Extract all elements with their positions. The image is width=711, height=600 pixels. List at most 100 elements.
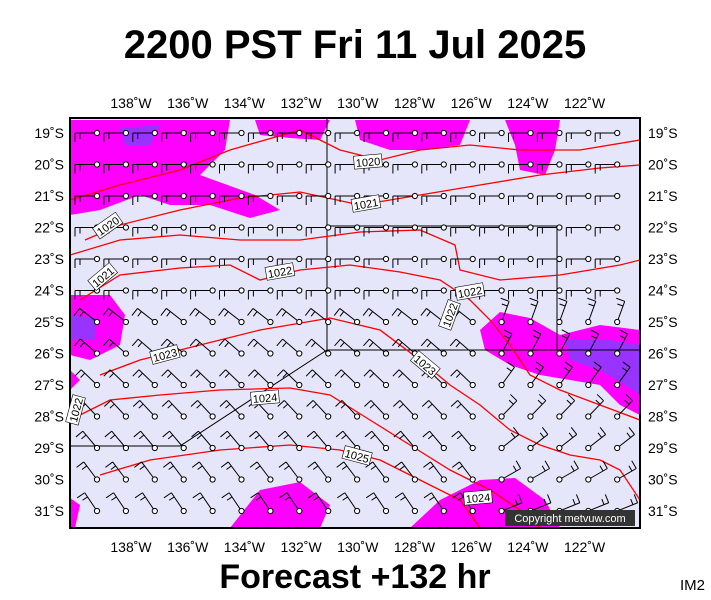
barb-station [354, 381, 361, 389]
barb-feather [161, 400, 170, 407]
graticule-labels: 138˚W 138˚W 136˚W 136˚W 134˚W 134˚W 132˚W 132˚W… [34, 95, 677, 555]
barb-feather [504, 335, 510, 339]
barb-shaft [82, 430, 98, 449]
barb-feather [219, 369, 227, 377]
barb-feather [423, 461, 431, 468]
barb-shaft [559, 434, 578, 449]
barb-station [296, 444, 303, 452]
barb-station [354, 192, 361, 200]
isobar-label-text: 1022 [267, 265, 293, 281]
isobar-label: 1024 [250, 389, 280, 406]
barb-shaft [169, 430, 185, 449]
barb-station [585, 318, 592, 326]
barb-shaft [430, 461, 445, 480]
barb-station [440, 255, 447, 263]
barb-shaft [252, 308, 271, 323]
barb-station [556, 381, 563, 389]
isobar-label-text: 1022 [457, 285, 483, 301]
barb-feather [369, 372, 375, 378]
barb-station [527, 381, 534, 389]
barb-feather [276, 308, 283, 316]
barb-shaft [311, 338, 329, 354]
barb-station [614, 318, 621, 326]
barb-station [296, 192, 303, 200]
barb-station [469, 476, 476, 483]
barb-station [527, 318, 534, 326]
barb-station [498, 507, 505, 515]
lon-label: 124˚W [507, 95, 549, 111]
barb-feather [278, 461, 287, 468]
barb-feather [337, 492, 346, 499]
barb-station [614, 381, 621, 389]
barb-feather [281, 311, 287, 317]
barb-shaft [313, 430, 329, 449]
barb-feather [561, 329, 570, 335]
barb-station [440, 224, 447, 231]
barb-feather [529, 297, 539, 302]
barb-station [93, 413, 101, 420]
barb-feather [601, 498, 605, 505]
barb-station [122, 507, 130, 515]
barb-feather [132, 400, 141, 407]
barb-station [122, 224, 130, 231]
barb-shaft [370, 400, 387, 417]
barb-feather [535, 361, 544, 368]
barb-feather [138, 403, 144, 409]
barb-feather [139, 465, 145, 470]
barb-feather [167, 434, 174, 440]
barb-station [180, 381, 187, 389]
barb-station [527, 192, 534, 200]
barb-feather [541, 465, 546, 472]
barb-shaft [198, 430, 213, 449]
lon-label: 124˚W [507, 539, 549, 555]
barb-feather [74, 338, 81, 347]
barb-station [354, 318, 361, 326]
barb-shaft [343, 461, 358, 480]
isobar-label-text: 1021 [353, 197, 379, 213]
barb-feather [252, 311, 258, 317]
barb-feather [341, 465, 348, 470]
barb-feather [426, 342, 432, 348]
barb-feather [138, 434, 145, 440]
barb-feather [567, 394, 576, 402]
barb-station [527, 444, 534, 452]
barb-station [180, 224, 187, 231]
barb-station [267, 350, 274, 357]
barb-station [93, 476, 101, 483]
barb-shaft [559, 502, 580, 512]
barb-shaft [167, 369, 185, 386]
barb-station [585, 444, 592, 452]
barb-feather [82, 496, 88, 501]
barb-station [151, 381, 158, 389]
barb-station [122, 287, 130, 294]
lon-label: 132˚W [280, 539, 322, 555]
barb-feather [340, 403, 346, 409]
barb-shaft [310, 308, 329, 323]
barb-feather [590, 335, 597, 339]
barb-shaft [109, 369, 127, 386]
barb-feather [197, 465, 203, 470]
barb-feather [628, 427, 635, 435]
barb-feather [253, 372, 259, 378]
barb-station [296, 255, 303, 263]
barb-feather [190, 400, 198, 407]
isobar-label: 1023 [409, 350, 441, 380]
barb-station [238, 224, 245, 231]
barb-feather [137, 342, 143, 348]
barb-station [527, 287, 534, 294]
barb-feather [362, 308, 370, 316]
barb-feather [249, 430, 257, 438]
lon-label: 132˚W [280, 95, 322, 111]
barb-station [93, 161, 101, 168]
barb-feather [420, 338, 428, 347]
barb-station [296, 507, 303, 515]
barb-feather [255, 465, 261, 470]
barb-feather [573, 460, 579, 469]
barb-station [354, 129, 361, 137]
barb-feather [457, 465, 463, 470]
barb-station [296, 413, 303, 420]
barb-feather [102, 308, 109, 316]
barb-feather [426, 311, 431, 317]
isobar-label: 1022 [454, 282, 486, 301]
barb-station [93, 507, 101, 515]
